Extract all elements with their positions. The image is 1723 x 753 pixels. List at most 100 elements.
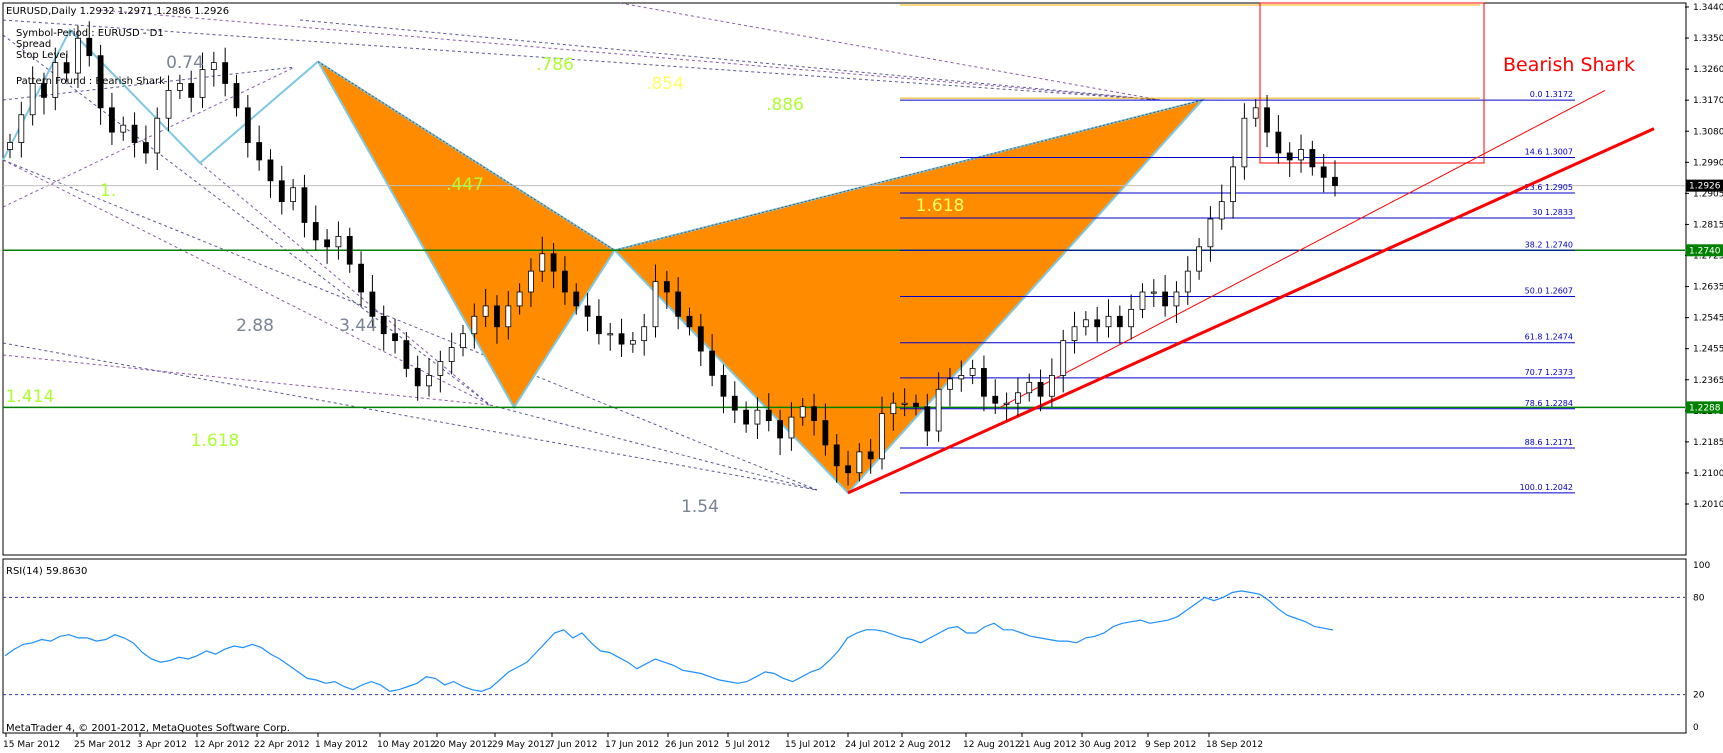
target-zone-box [1259,2,1485,164]
candle-body [403,340,410,369]
candle-body [675,291,682,317]
candle-body [709,350,716,376]
candle-body [154,117,161,154]
candle-body [754,409,761,425]
candle-body [935,388,942,432]
candle-body [244,107,251,143]
x-tick-label: 26 Jun 2012 [665,740,719,750]
y-tick-label: 1.2725 [1693,252,1723,262]
y-tick-label: 1.3350 [1693,34,1723,44]
candle-body [505,305,512,328]
candle-body [109,107,115,133]
x-tick-label: 25 Mar 2012 [74,740,131,750]
x-tick-label: 20 May 2012 [434,740,493,750]
candle-body [743,409,750,425]
y-tick-label: 1.3440 [1693,3,1723,13]
x-tick-label: 15 Mar 2012 [3,740,60,750]
candle-body [120,124,127,133]
candle-body [1184,270,1191,293]
candle-body [369,291,376,317]
candle-body [584,305,591,317]
main-plot-frame [2,2,1687,556]
candle-body [539,253,546,272]
x-tick-label: 21 Aug 2012 [1019,740,1077,750]
candle-body [833,444,840,467]
ratio-label: 1.414 [6,387,55,407]
x-tick-label: 2 Aug 2012 [899,740,951,750]
y-tick-label: 1.2815 [1693,220,1723,230]
rsi-line [4,590,1334,693]
candle-body [765,409,772,421]
candle-body [731,395,738,411]
price-tag-label: 1.2926 [1689,182,1721,192]
x-tick-label: 7 Jun 2012 [549,740,597,750]
candle-body [811,406,817,421]
candle-body [222,62,229,84]
y-tick-label: 1.3170 [1693,96,1723,106]
candle-body [1150,291,1157,294]
candle-body [142,142,149,154]
candle-body [256,142,263,161]
y-tick-label: 1.3260 [1693,65,1723,75]
projection-line [2,159,491,406]
candle-body [86,37,93,57]
projection-line [619,2,1161,101]
candle-body [1196,246,1203,272]
info-line-4: Pattern Found : Bearish Shark [16,76,165,87]
y-tick-label: 1.2905 [1693,189,1723,199]
candle-body [1275,131,1282,154]
ratio-label: 1.618 [191,431,240,451]
ratio-label: .786 [536,55,574,75]
fib-label: 70.7 1.2373 [1525,368,1573,377]
trend-line-thick [847,127,1655,495]
candle-body [324,239,330,248]
candle-body [1003,402,1010,405]
fib-label: 100.0 1.2042 [1520,483,1573,492]
projection-line [489,404,818,491]
candle-body [924,406,931,432]
candle-body [1071,326,1078,342]
candle-body [641,326,648,342]
candle-body [947,378,953,390]
price-tag-label: 1.2288 [1689,403,1721,413]
candle-body [63,62,70,74]
candle-body [188,83,195,98]
candle-body [29,83,36,116]
candle-body [18,114,25,143]
y-tick-label: 1.2545 [1693,314,1723,324]
candle-body [165,90,172,119]
candle-body [1320,166,1327,178]
candle-body [969,368,976,376]
candle-body [901,402,908,405]
candle-body [392,333,398,342]
pattern-edge [614,99,1203,251]
candle-body [879,413,885,460]
y-tick-label: 1.2365 [1693,376,1723,386]
candle-body [199,69,206,98]
candle-body [788,416,795,439]
candle-body [494,305,500,328]
pattern-leg [2,28,319,165]
candle-body [1230,166,1236,203]
candle-body [290,187,297,203]
candle-body [233,83,240,109]
fib-label: 38.2 1.2740 [1525,240,1573,249]
pattern-edge [317,61,615,251]
candle-body [516,291,523,307]
candle-body [346,235,353,265]
candle-body [210,62,217,70]
y-tick-label: 1.2455 [1693,345,1723,355]
candle-body [380,315,387,335]
candle-body [52,62,59,98]
rsi-tick-label: 0 [1693,723,1699,733]
candle-body [1026,381,1033,394]
candle-body [41,83,47,98]
candle-body [562,270,568,293]
candle-body [1309,149,1316,168]
projection-line [2,19,1161,101]
price-tag-label: 1.2740 [1689,246,1721,256]
trend-lines [847,89,1655,495]
projection-line [2,66,296,101]
candle-body [1264,107,1270,133]
candle-body [822,420,829,446]
